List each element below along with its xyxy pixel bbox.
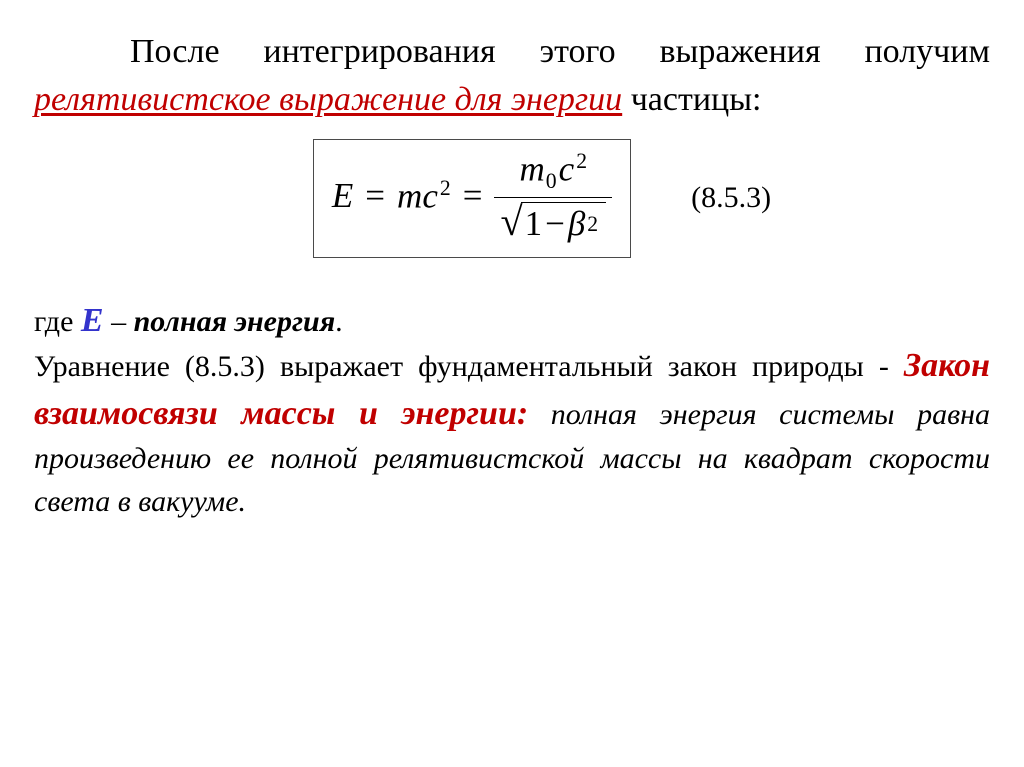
equation-number: (8.5.3) [691, 181, 771, 215]
formula-eq1: = [365, 176, 385, 216]
where-pre: где [34, 305, 81, 338]
fraction-denominator: √ 1 − β2 [494, 197, 612, 243]
formula-eq2: = [463, 176, 483, 216]
formula-E: E [332, 176, 353, 216]
where-term: полная энергия [134, 305, 336, 338]
intro-emphasis: релятивистское выражение для энергии [34, 81, 622, 118]
slide: После интегрирования этого выражения пол… [0, 0, 1024, 767]
sqrt-symbol: √ [500, 202, 522, 243]
where-dash: – [104, 305, 134, 338]
formula-row: E = mc2 = m0c2 √ 1 − [34, 139, 990, 258]
sqrt-radicand: 1 − β2 [521, 202, 607, 243]
formula-box: E = mc2 = m0c2 √ 1 − [313, 139, 631, 258]
intro-paragraph: После интегрирования этого выражения пол… [34, 28, 990, 125]
law-paragraph: Уравнение (8.5.3) выражает фундаментальн… [34, 342, 990, 524]
law-pre: Уравнение (8.5.3) выражает фундаментальн… [34, 350, 904, 383]
intro-text-post: частицы: [622, 81, 761, 118]
where-post: . [335, 305, 343, 338]
fraction-numerator: m0c2 [514, 150, 594, 197]
where-line: где E – полная энергия. [34, 302, 990, 340]
sqrt: √ 1 − β2 [500, 202, 606, 243]
energy-formula: E = mc2 = m0c2 √ 1 − [332, 150, 612, 243]
intro-text-pre: После интегрирования этого выражения пол… [130, 33, 990, 70]
formula-mc2: mc2 [397, 176, 451, 217]
formula-fraction: m0c2 √ 1 − β2 [494, 150, 612, 243]
where-E: E [81, 302, 104, 339]
